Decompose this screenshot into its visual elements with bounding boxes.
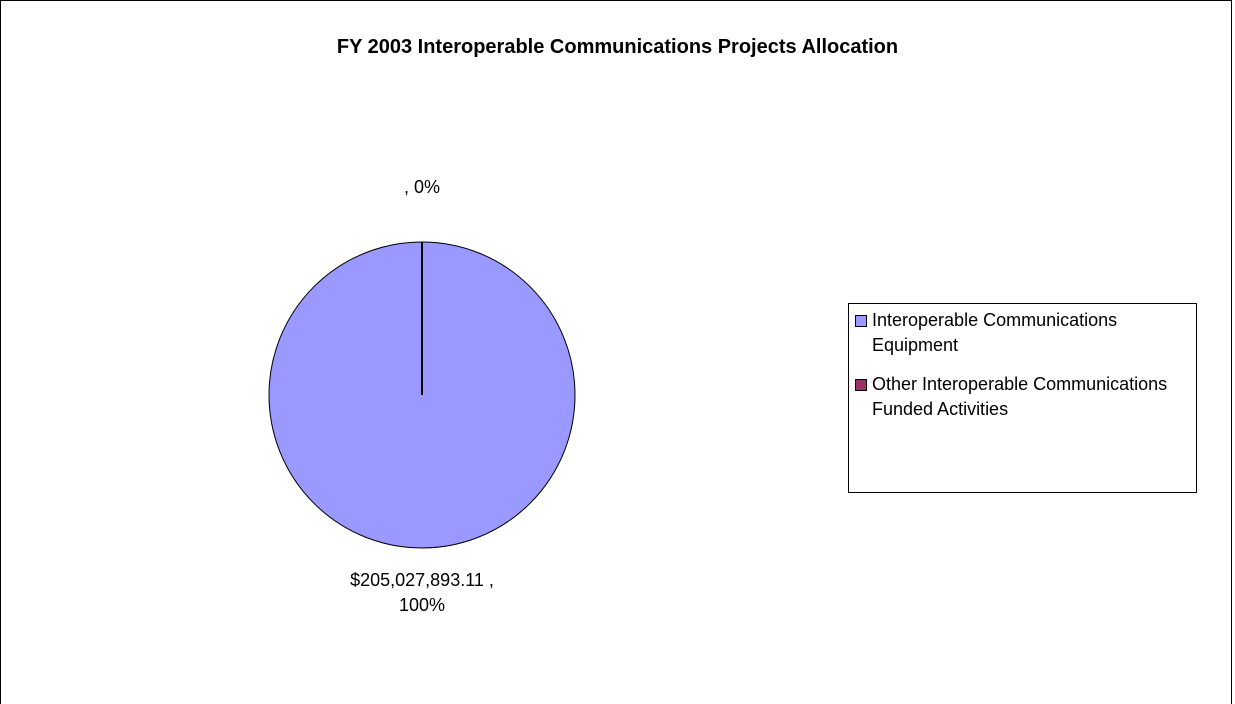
data-label: , 0% (403, 177, 441, 197)
legend-swatch (855, 315, 867, 327)
data-label: $205,027,893.11 , 100% (350, 570, 494, 615)
legend-label: Other Interoperable Communications Funde… (872, 374, 1168, 419)
legend-label: Interoperable Communications Equipment (872, 310, 1118, 355)
legend-item: Other Interoperable Communications Funde… (855, 372, 1190, 422)
legend-item: Interoperable Communications Equipment (855, 308, 1190, 358)
legend: Interoperable Communications Equipment Ot… (848, 303, 1197, 493)
chart-title: FY 2003 Interoperable Communications Pro… (336, 36, 899, 58)
legend-swatch (855, 379, 867, 391)
